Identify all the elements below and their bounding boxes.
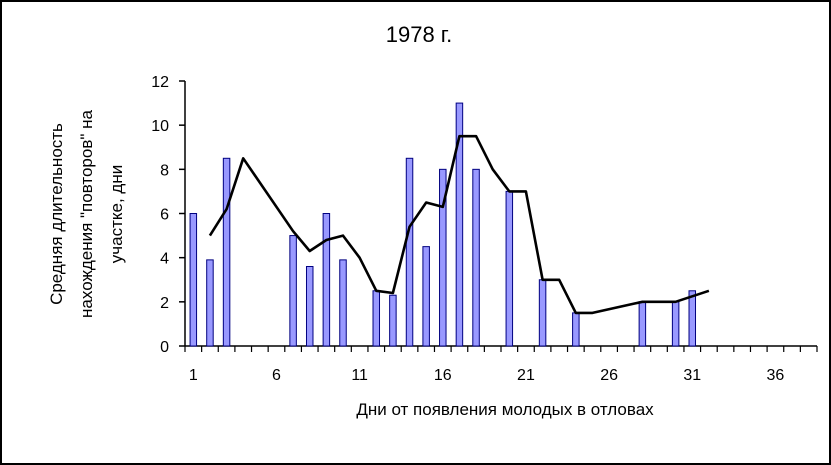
bar [572, 312, 580, 347]
bar [688, 290, 697, 347]
y-tick-label: 0 [160, 339, 169, 356]
bar [305, 266, 314, 347]
y-tick-label: 10 [151, 118, 169, 135]
bar [222, 157, 231, 347]
chart-title: 1978 г. [386, 22, 453, 47]
y-tick-label: 4 [160, 251, 169, 268]
x-tick-label: 1 [189, 367, 198, 384]
x-tick-label: 6 [272, 367, 281, 384]
bar [472, 168, 480, 347]
bar [671, 301, 680, 347]
trend-line [208, 134, 710, 315]
x-tick-label: 11 [351, 367, 368, 384]
bar [339, 259, 347, 347]
bar [538, 279, 547, 347]
line-series [208, 134, 710, 315]
x-axis-title: Дни от появления молодых в отловах [356, 400, 654, 419]
bar [389, 294, 397, 347]
y-axis: 0 2 4 6 8 10 12 [151, 74, 186, 356]
y-axis-title-line-3: участке, дни [107, 165, 126, 263]
y-tick-label: 6 [160, 207, 169, 224]
y-tick-label: 12 [151, 74, 169, 91]
x-axis: 1 6 11 16 21 26 31 36 [184, 345, 818, 384]
bar [439, 168, 447, 347]
y-axis-title-line-1: Средняя длительность [47, 123, 66, 305]
bar [372, 290, 381, 347]
y-axis-title-line-2: нахождения "повторов" на [77, 109, 96, 317]
bar [422, 246, 430, 347]
bar [189, 213, 198, 347]
y-axis-title: Средняя длительность нахождения "повторо… [47, 109, 126, 317]
x-tick-label: 26 [600, 367, 618, 384]
bar [638, 301, 647, 347]
bar [405, 157, 414, 347]
bar-series [189, 102, 697, 347]
x-tick-label: 16 [434, 367, 452, 384]
bar [206, 259, 214, 347]
bar [322, 213, 331, 347]
x-tick-label: 31 [683, 367, 701, 384]
x-tick-label: 21 [517, 367, 535, 384]
x-tick-label: 36 [767, 367, 785, 384]
bar [289, 235, 297, 347]
bar [505, 190, 514, 347]
y-tick-label: 2 [160, 295, 169, 312]
y-tick-label: 8 [160, 162, 169, 179]
bar [455, 102, 464, 347]
